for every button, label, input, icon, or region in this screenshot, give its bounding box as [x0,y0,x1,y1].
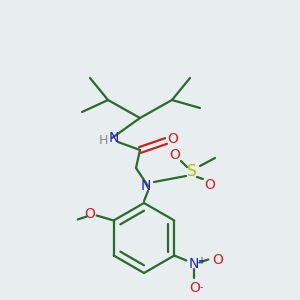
Text: N: N [141,179,151,193]
Text: N: N [189,256,200,271]
Text: H: H [98,134,108,146]
Text: N: N [109,131,119,145]
Text: O: O [168,132,178,146]
Text: O: O [169,148,180,162]
Text: -: - [200,283,203,292]
Text: O: O [84,208,95,221]
Text: S: S [187,164,197,179]
Text: O: O [205,178,215,192]
Text: +: + [197,256,205,266]
Text: O: O [212,253,223,266]
Text: O: O [189,280,200,295]
